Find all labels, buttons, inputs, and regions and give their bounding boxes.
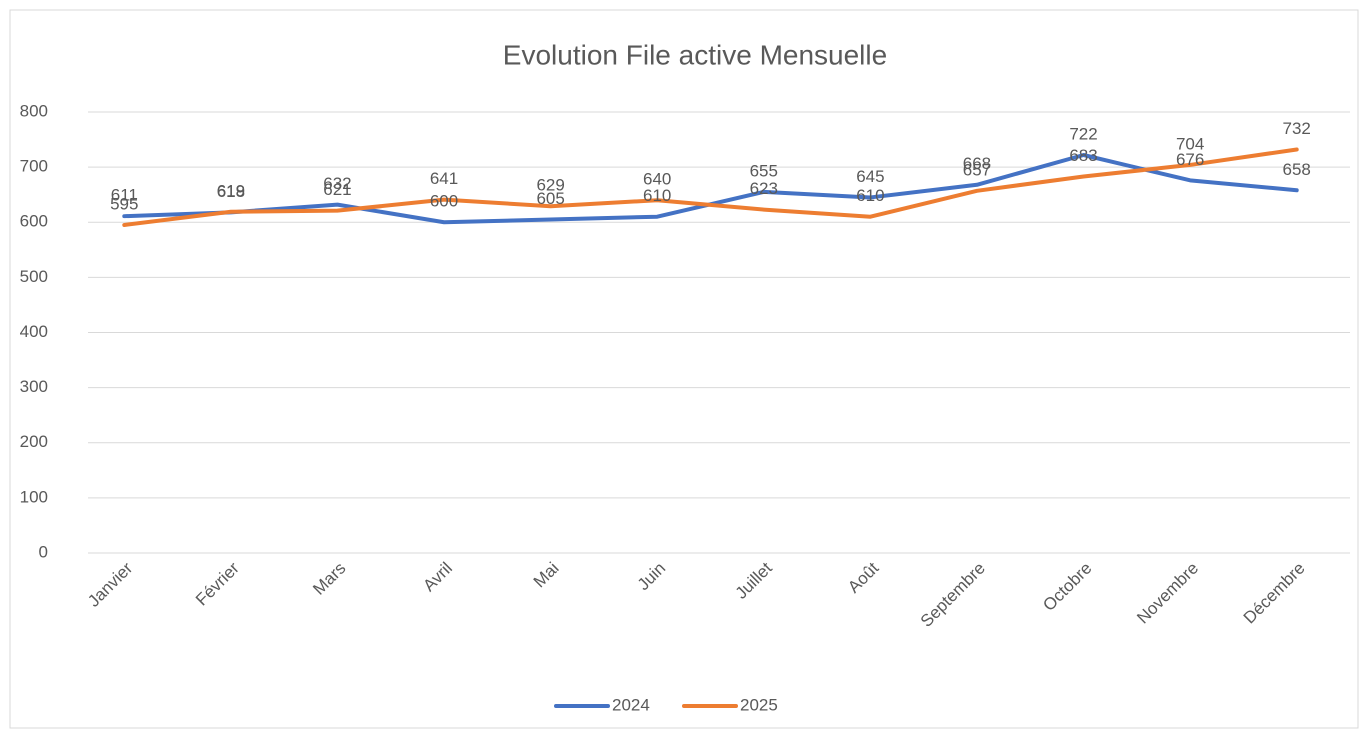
legend-label: 2024 (612, 695, 650, 714)
data-label: 655 (750, 161, 778, 180)
data-label: 658 (1283, 160, 1311, 179)
chart-title: Evolution File active Mensuelle (503, 39, 887, 70)
y-tick-label: 300 (20, 377, 48, 396)
data-label: 641 (430, 169, 458, 188)
data-label: 645 (856, 167, 884, 186)
y-tick-label: 0 (39, 542, 48, 561)
data-label: 632 (323, 174, 351, 193)
data-label: 683 (1069, 146, 1097, 165)
data-label: 610 (856, 186, 884, 205)
chart-border (9, 9, 1359, 729)
data-label: 668 (963, 154, 991, 173)
y-tick-label: 200 (20, 432, 48, 451)
data-label: 657 (963, 160, 991, 179)
data-label: 611 (111, 186, 138, 205)
legend-label: 2025 (740, 695, 778, 714)
y-tick-label: 100 (20, 487, 48, 506)
series-line (122, 147, 1299, 228)
data-label: 676 (1176, 150, 1204, 169)
data-label: 640 (643, 170, 671, 189)
data-label: 595 (110, 194, 138, 213)
y-tick-label: 400 (20, 322, 48, 341)
data-label: 618 (217, 182, 245, 201)
y-tick-label: 800 (20, 101, 48, 120)
y-tick-label: 500 (20, 267, 48, 286)
data-label: 623 (750, 179, 778, 198)
y-tick-label: 600 (20, 212, 48, 231)
data-label: 629 (536, 176, 564, 195)
data-label: 605 (536, 189, 564, 208)
data-label: 722 (1069, 124, 1097, 143)
data-label: 610 (643, 186, 671, 205)
y-tick-label: 700 (20, 157, 48, 176)
data-label: 732 (1283, 119, 1311, 138)
data-label: 621 (323, 180, 351, 199)
data-label: 619 (217, 181, 245, 200)
data-label: 600 (430, 192, 458, 211)
data-label: 704 (1176, 134, 1204, 153)
